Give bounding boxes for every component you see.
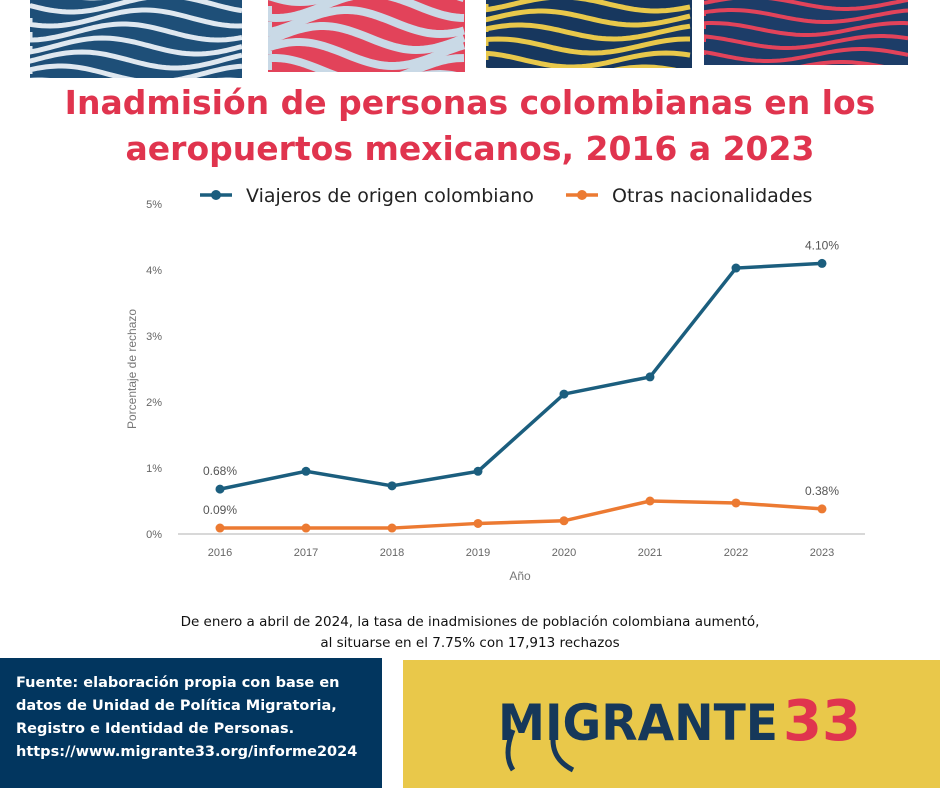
wave-line (268, 54, 465, 72)
x-tick-label: 2023 (810, 547, 834, 559)
wave-line (30, 0, 242, 15)
data-point (645, 496, 655, 506)
wave-line (268, 38, 465, 71)
x-tick-label: 2022 (724, 547, 748, 559)
logo-text: MIGRANTE (498, 694, 778, 752)
wave-line (30, 21, 242, 43)
y-tick-label: 5% (146, 199, 162, 211)
logo-number: 33 (783, 689, 861, 754)
wave-line (704, 21, 908, 37)
data-point (817, 504, 827, 514)
wave-line (268, 0, 465, 23)
data-point (645, 372, 655, 382)
wave-line (704, 8, 908, 24)
legend-label: Otras nacionalidades (612, 185, 812, 207)
wave-line (30, 7, 242, 29)
data-point (215, 484, 225, 494)
wave-line (486, 64, 677, 68)
wave-line (268, 22, 465, 55)
data-point (473, 518, 483, 528)
logo-figure-icon (505, 729, 575, 773)
x-tick-label: 2016 (208, 547, 232, 559)
chart-title: Inadmisión de personas colombianas en lo… (0, 80, 940, 172)
wave-panel-yellow (486, 0, 692, 68)
source-box: Fuente: elaboración propia con base en d… (0, 658, 382, 788)
line-chart: 0% 1% 2% 3% 4% 5% 2016 2017 2018 2019 2020 2021 2022… (125, 185, 865, 583)
x-tick-label: 2017 (294, 547, 318, 559)
data-point (731, 498, 741, 508)
series-line-other (220, 499, 823, 530)
x-axis-title: Año (509, 569, 531, 583)
wave-line (30, 35, 242, 57)
wave-panel-red (268, 0, 465, 72)
y-tick-label: 0% (146, 529, 162, 541)
wave-line (30, 49, 242, 71)
footnote-line-1: De enero a abril de 2024, la tasa de ina… (180, 614, 760, 630)
data-label: 0.09% (203, 503, 237, 517)
data-label: 0.68% (203, 464, 237, 478)
wave-line (268, 0, 464, 7)
footnote: De enero a abril de 2024, la tasa de ina… (0, 612, 940, 654)
title-line-2: aeropuertos mexicanos, 2016 a 2023 (125, 129, 815, 168)
data-label: 0.38% (805, 484, 839, 498)
source-line: datos de Unidad de Política Migratoria, (16, 698, 337, 714)
x-tick-label: 2021 (638, 547, 662, 559)
source-url[interactable]: https://www.migrante33.org/informe2024 (16, 744, 358, 760)
wave-line (704, 47, 908, 63)
series-line-colombian (219, 261, 823, 491)
data-point (387, 481, 397, 491)
wave-line (486, 8, 691, 28)
footnote-line-2: al situarse en el 7.75% con 17,913 recha… (320, 635, 620, 651)
wave-line (486, 22, 691, 42)
logo-graphic: MIGRANTE 33 (498, 689, 861, 773)
wave-panel-navy-red (704, 0, 908, 65)
y-axis-title: Porcentaje de rechazo (125, 309, 139, 429)
data-point (301, 466, 311, 476)
title-line-1: Inadmisión de personas colombianas en lo… (64, 83, 876, 122)
y-tick-label: 1% (146, 463, 162, 475)
data-point (817, 258, 827, 268)
wave-line (704, 34, 908, 50)
x-tick-label: 2018 (380, 547, 404, 559)
wave-line (30, 63, 242, 78)
data-point (559, 389, 569, 399)
wave-line (486, 0, 691, 14)
y-tick-label: 3% (146, 331, 162, 343)
wave-line (268, 6, 465, 39)
y-tick-label: 2% (146, 397, 162, 409)
data-label: 4.10% (805, 238, 839, 252)
data-point (559, 516, 569, 526)
wave-panel-blue (30, 0, 242, 78)
data-point (301, 523, 311, 533)
source-line: Registro e Identidad de Personas. (16, 721, 295, 737)
wave-line (486, 50, 691, 68)
x-tick-label: 2019 (466, 547, 490, 559)
legend-marker (577, 190, 587, 200)
data-point (215, 523, 225, 533)
data-point (473, 466, 483, 476)
legend-marker (211, 190, 221, 200)
data-point (387, 523, 397, 533)
wave-line (486, 36, 690, 56)
migrante33-logo: MIGRANTE 33 (403, 660, 940, 788)
data-point (731, 263, 741, 273)
x-tick-label: 2020 (552, 547, 576, 559)
legend-label: Viajeros de origen colombiano (246, 185, 534, 207)
decorative-wave-banner (30, 0, 908, 78)
y-tick-label: 4% (146, 265, 162, 277)
wave-line (704, 0, 908, 11)
source-line: Fuente: elaboración propia con base en (16, 675, 340, 691)
